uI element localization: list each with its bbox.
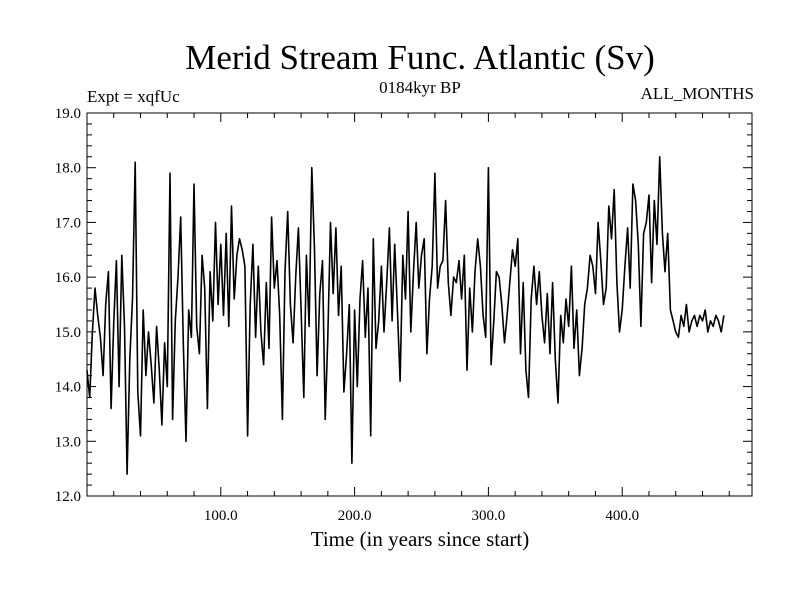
x-tick-label: 300.0 bbox=[472, 508, 506, 524]
period-label: ALL_MONTHS bbox=[640, 84, 754, 103]
x-tick-label: 100.0 bbox=[204, 508, 238, 524]
y-tick-label: 18.0 bbox=[55, 161, 81, 177]
x-tick-label: 400.0 bbox=[605, 508, 639, 524]
y-tick-label: 14.0 bbox=[55, 380, 81, 396]
plot-frame bbox=[86, 112, 753, 497]
chart-title: Merid Stream Func. Atlantic (Sv) bbox=[185, 38, 655, 77]
y-tick-label: 13.0 bbox=[55, 434, 81, 450]
chart-subtitle: 0184kyr BP bbox=[379, 78, 461, 97]
y-tick-label: 15.0 bbox=[55, 325, 81, 341]
x-axis-label: Time (in years since start) bbox=[310, 527, 530, 551]
y-tick-label: 16.0 bbox=[55, 270, 81, 286]
experiment-label: Expt = xqfUc bbox=[87, 87, 180, 106]
x-tick-label: 200.0 bbox=[338, 508, 372, 524]
y-tick-label: 19.0 bbox=[55, 106, 81, 122]
series-line bbox=[86, 156, 725, 475]
y-tick-label: 17.0 bbox=[55, 215, 81, 231]
y-tick-label: 12.0 bbox=[55, 489, 81, 505]
